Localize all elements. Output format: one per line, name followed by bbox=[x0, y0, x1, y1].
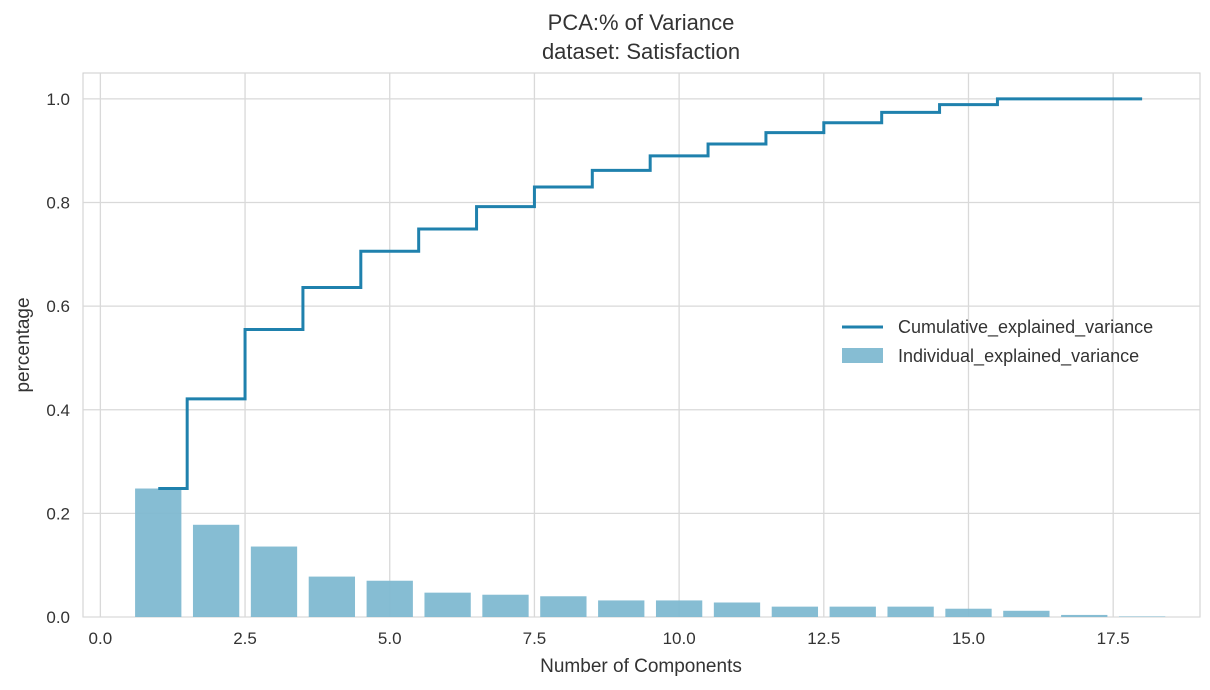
x-axis-ticks: 0.0 2.5 5.0 7.5 10.0 12.5 15.0 17.5 bbox=[89, 629, 1130, 648]
legend-bar-swatch bbox=[842, 348, 883, 363]
bar-component-10 bbox=[655, 600, 703, 617]
bar-component-18 bbox=[1118, 616, 1166, 617]
x-tick-label: 2.5 bbox=[233, 629, 257, 648]
x-tick-label: 0.0 bbox=[89, 629, 113, 648]
x-tick-label: 15.0 bbox=[952, 629, 985, 648]
bar-component-5 bbox=[366, 580, 413, 617]
chart-subtitle: dataset: Satisfaction bbox=[542, 39, 740, 64]
bar-component-12 bbox=[771, 606, 819, 617]
bar-component-8 bbox=[540, 596, 587, 617]
bar-component-9 bbox=[598, 600, 645, 617]
bar-component-15 bbox=[945, 608, 992, 617]
y-tick-label: 0.8 bbox=[46, 194, 70, 213]
bar-component-17 bbox=[1061, 614, 1108, 617]
y-axis-label: percentage bbox=[13, 297, 34, 392]
bar-component-6 bbox=[424, 592, 471, 617]
y-tick-label: 0.0 bbox=[46, 608, 70, 627]
bar-component-4 bbox=[308, 576, 356, 617]
bar-component-14 bbox=[887, 606, 934, 617]
cumulative-variance-line bbox=[158, 97, 1143, 491]
individual-variance-bars bbox=[135, 488, 1166, 617]
bar-component-1 bbox=[135, 488, 182, 617]
x-tick-label: 5.0 bbox=[378, 629, 402, 648]
bar-component-2 bbox=[192, 524, 240, 617]
legend: Cumulative_explained_variance Individual… bbox=[842, 317, 1153, 367]
plot-area bbox=[82, 72, 1201, 618]
x-tick-label: 10.0 bbox=[663, 629, 696, 648]
legend-label-individual: Individual_explained_variance bbox=[898, 346, 1139, 367]
chart-title: PCA:% of Variance bbox=[548, 10, 735, 35]
x-tick-label: 12.5 bbox=[807, 629, 840, 648]
y-axis-ticks: 0.0 0.2 0.4 0.6 0.8 1.0 bbox=[46, 90, 70, 627]
bar-component-11 bbox=[713, 602, 761, 617]
x-axis-label: Number of Components bbox=[540, 656, 742, 677]
bar-component-16 bbox=[1003, 610, 1050, 617]
x-tick-label: 7.5 bbox=[523, 629, 547, 648]
bar-component-7 bbox=[482, 594, 529, 617]
x-tick-label: 17.5 bbox=[1097, 629, 1130, 648]
y-tick-label: 0.2 bbox=[46, 504, 70, 523]
legend-label-cumulative: Cumulative_explained_variance bbox=[898, 317, 1153, 338]
y-tick-label: 1.0 bbox=[46, 90, 70, 109]
bar-component-13 bbox=[829, 606, 876, 617]
y-tick-label: 0.6 bbox=[46, 297, 70, 316]
cumulative-step-line bbox=[158, 97, 1143, 491]
y-tick-label: 0.4 bbox=[46, 401, 70, 420]
bar-component-3 bbox=[250, 546, 298, 617]
